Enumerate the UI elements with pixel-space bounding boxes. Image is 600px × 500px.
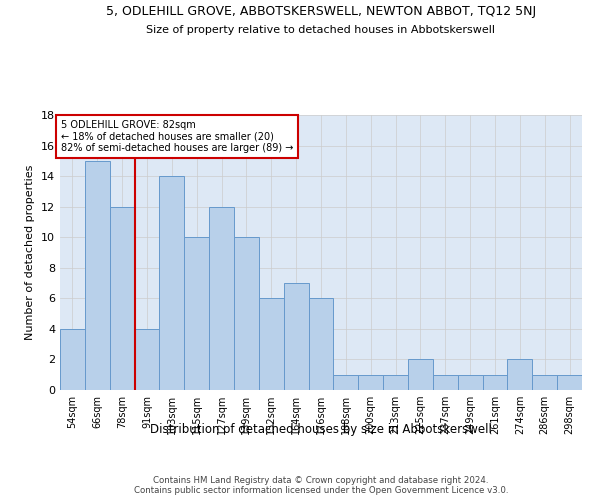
Text: Size of property relative to detached houses in Abbotskerswell: Size of property relative to detached ho… [146, 25, 496, 35]
Bar [134, 329, 160, 390]
Bar [259, 298, 284, 390]
Text: Distribution of detached houses by size in Abbotskerswell: Distribution of detached houses by size … [150, 422, 492, 436]
Bar [433, 374, 458, 390]
Y-axis label: Number of detached properties: Number of detached properties [25, 165, 35, 340]
Bar [482, 374, 508, 390]
Text: 5, ODLEHILL GROVE, ABBOTSKERSWELL, NEWTON ABBOT, TQ12 5NJ: 5, ODLEHILL GROVE, ABBOTSKERSWELL, NEWTO… [106, 5, 536, 18]
Bar [110, 206, 134, 390]
Bar [60, 329, 85, 390]
Bar [234, 237, 259, 390]
Bar [458, 374, 482, 390]
Bar [383, 374, 408, 390]
Bar [85, 161, 110, 390]
Bar [284, 283, 308, 390]
Bar [358, 374, 383, 390]
Bar [508, 360, 532, 390]
Bar [408, 360, 433, 390]
Text: 5 ODLEHILL GROVE: 82sqm
← 18% of detached houses are smaller (20)
82% of semi-de: 5 ODLEHILL GROVE: 82sqm ← 18% of detache… [61, 120, 293, 153]
Bar [209, 206, 234, 390]
Bar [184, 237, 209, 390]
Text: Contains HM Land Registry data © Crown copyright and database right 2024.
Contai: Contains HM Land Registry data © Crown c… [134, 476, 508, 495]
Bar [557, 374, 582, 390]
Bar [160, 176, 184, 390]
Bar [308, 298, 334, 390]
Bar [532, 374, 557, 390]
Bar [334, 374, 358, 390]
